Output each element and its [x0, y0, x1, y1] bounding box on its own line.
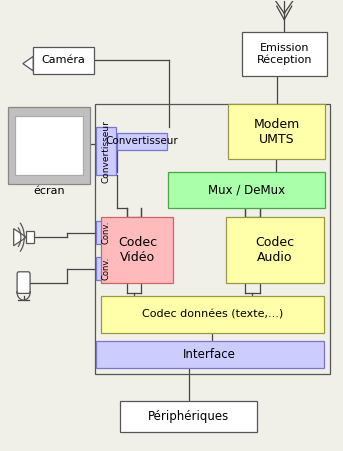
Text: Conv.: Conv.	[102, 257, 110, 281]
Text: Mux / DeMux: Mux / DeMux	[208, 184, 285, 197]
Text: Interface: Interface	[183, 348, 236, 361]
Polygon shape	[23, 56, 33, 71]
FancyBboxPatch shape	[102, 216, 173, 283]
Text: Modem
UMTS: Modem UMTS	[253, 118, 300, 146]
FancyBboxPatch shape	[241, 32, 327, 76]
FancyBboxPatch shape	[15, 116, 83, 175]
FancyBboxPatch shape	[96, 128, 116, 175]
Polygon shape	[14, 229, 26, 246]
Text: Codec
Audio: Codec Audio	[255, 236, 294, 264]
FancyBboxPatch shape	[168, 172, 325, 208]
FancyBboxPatch shape	[117, 133, 167, 150]
FancyBboxPatch shape	[226, 216, 323, 283]
FancyBboxPatch shape	[33, 46, 94, 74]
FancyBboxPatch shape	[96, 257, 116, 281]
Text: Caméra: Caméra	[42, 55, 85, 65]
FancyBboxPatch shape	[96, 221, 116, 244]
FancyBboxPatch shape	[228, 104, 325, 159]
FancyBboxPatch shape	[120, 401, 257, 433]
FancyBboxPatch shape	[26, 231, 34, 243]
Text: Emission
Réception: Emission Réception	[257, 43, 312, 65]
Text: Convertisseur: Convertisseur	[102, 120, 110, 183]
Text: Conv.: Conv.	[102, 221, 110, 244]
FancyBboxPatch shape	[102, 296, 323, 332]
FancyBboxPatch shape	[96, 341, 323, 368]
Text: Codec données (texte,...): Codec données (texte,...)	[142, 309, 283, 319]
FancyBboxPatch shape	[8, 107, 90, 184]
Text: Convertisseur: Convertisseur	[106, 136, 178, 147]
Text: écran: écran	[33, 186, 65, 196]
Text: Périphériques: Périphériques	[148, 410, 229, 423]
FancyBboxPatch shape	[17, 272, 30, 294]
Text: Codec
Vidéo: Codec Vidéo	[118, 236, 157, 264]
